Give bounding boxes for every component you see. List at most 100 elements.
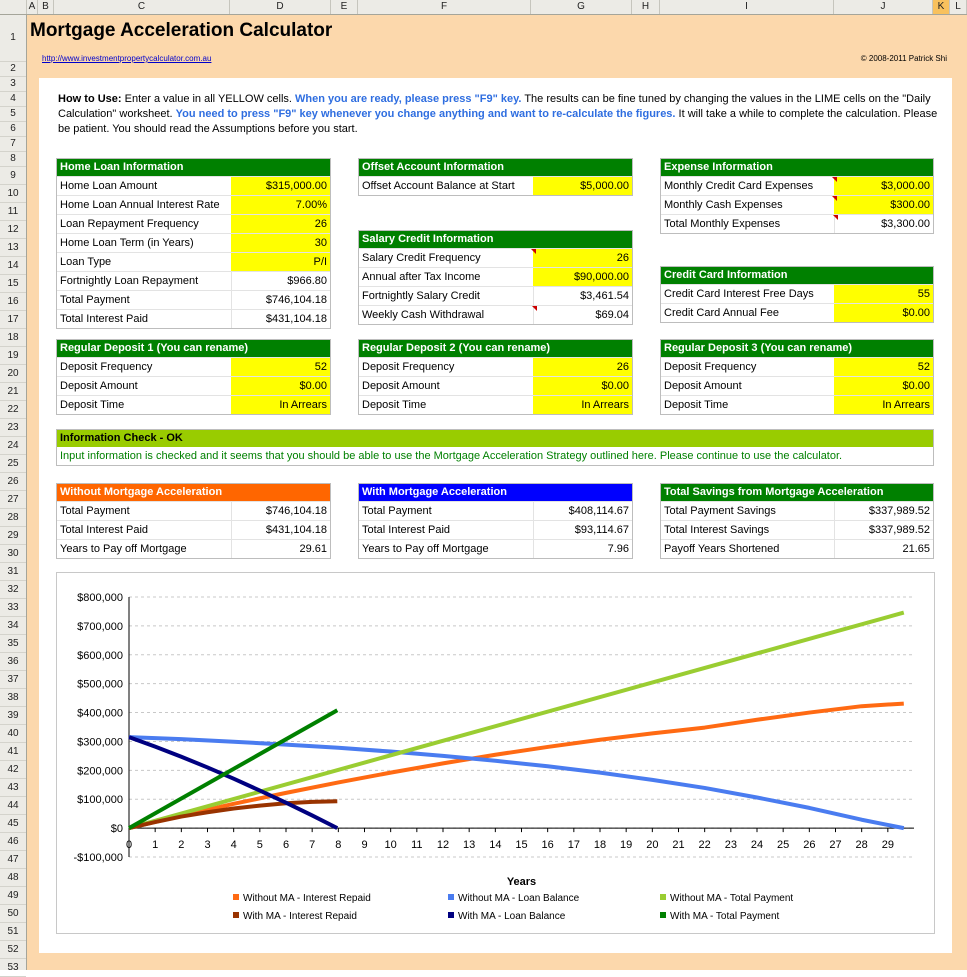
table-row: Deposit Amount $0.00 xyxy=(359,376,632,395)
table-row: Annual after Tax Income $90,000.00 xyxy=(359,267,632,286)
row-header-36[interactable]: 36 xyxy=(0,653,26,671)
deposit-3-frequency-cell[interactable]: 52 xyxy=(834,358,933,376)
offset-balance-cell[interactable]: $5,000.00 xyxy=(533,177,632,195)
row-header-53[interactable]: 53 xyxy=(0,959,26,977)
row-header-47[interactable]: 47 xyxy=(0,851,26,869)
row-header-42[interactable]: 42 xyxy=(0,761,26,779)
row-header-18[interactable]: 18 xyxy=(0,329,26,347)
deposit-3-amount-cell[interactable]: $0.00 xyxy=(834,377,933,395)
annual-fee-cell[interactable]: $0.00 xyxy=(834,304,933,322)
credit-card-expense-cell[interactable]: $3,000.00 xyxy=(832,177,933,195)
row-header-39[interactable]: 39 xyxy=(0,707,26,725)
deposit-1-frequency-cell[interactable]: 52 xyxy=(231,358,330,376)
row-header-37[interactable]: 37 xyxy=(0,671,26,689)
column-header-j[interactable]: J xyxy=(834,0,933,14)
deposit-2-frequency-cell[interactable]: 26 xyxy=(533,358,632,376)
row-header-40[interactable]: 40 xyxy=(0,725,26,743)
row-header-31[interactable]: 31 xyxy=(0,563,26,581)
row-header-5[interactable]: 5 xyxy=(0,107,26,122)
deposit-2-time-cell[interactable]: In Arrears xyxy=(533,396,632,414)
annual-income-cell[interactable]: $90,000.00 xyxy=(533,268,632,286)
x-tick-label: 15 xyxy=(515,839,527,851)
select-all-corner[interactable] xyxy=(0,0,27,14)
row-header-51[interactable]: 51 xyxy=(0,923,26,941)
row-header-14[interactable]: 14 xyxy=(0,257,26,275)
row-header-49[interactable]: 49 xyxy=(0,887,26,905)
row-value: $746,104.18 xyxy=(231,502,330,520)
table-row: Salary Credit Frequency 26 xyxy=(359,248,632,267)
row-header-41[interactable]: 41 xyxy=(0,743,26,761)
row-header-34[interactable]: 34 xyxy=(0,617,26,635)
row-header-8[interactable]: 8 xyxy=(0,152,26,167)
salary-frequency-cell[interactable]: 26 xyxy=(531,249,632,267)
how-to-label: How to Use: xyxy=(58,93,122,105)
row-header-45[interactable]: 45 xyxy=(0,815,26,833)
deposit-2-amount-cell[interactable]: $0.00 xyxy=(533,377,632,395)
column-header-d[interactable]: D xyxy=(230,0,331,14)
row-header-9[interactable]: 9 xyxy=(0,167,26,185)
row-header-23[interactable]: 23 xyxy=(0,419,26,437)
row-header-26[interactable]: 26 xyxy=(0,473,26,491)
row-header-21[interactable]: 21 xyxy=(0,383,26,401)
row-header-17[interactable]: 17 xyxy=(0,311,26,329)
row-header-24[interactable]: 24 xyxy=(0,437,26,455)
column-header-f[interactable]: F xyxy=(358,0,531,14)
loan-term-cell[interactable]: 30 xyxy=(231,234,330,252)
row-header-43[interactable]: 43 xyxy=(0,779,26,797)
column-header-b[interactable]: B xyxy=(38,0,54,14)
row-header-44[interactable]: 44 xyxy=(0,797,26,815)
table-row: Years to Pay off Mortgage 7.96 xyxy=(359,539,632,558)
row-header-19[interactable]: 19 xyxy=(0,347,26,365)
row-label: Total Interest Savings xyxy=(664,524,770,536)
column-header-g[interactable]: G xyxy=(531,0,632,14)
row-header-12[interactable]: 12 xyxy=(0,221,26,239)
column-header-h[interactable]: H xyxy=(632,0,660,14)
row-header-6[interactable]: 6 xyxy=(0,122,26,137)
x-tick-label: 18 xyxy=(594,839,606,851)
row-header-13[interactable]: 13 xyxy=(0,239,26,257)
row-header-15[interactable]: 15 xyxy=(0,275,26,293)
row-header-33[interactable]: 33 xyxy=(0,599,26,617)
column-header-l[interactable]: L xyxy=(950,0,967,14)
column-header-i[interactable]: I xyxy=(660,0,834,14)
interest-rate-cell[interactable]: 7.00% xyxy=(231,196,330,214)
repayment-frequency-cell[interactable]: 26 xyxy=(231,215,330,233)
row-header-32[interactable]: 32 xyxy=(0,581,26,599)
deposit-1-amount-cell[interactable]: $0.00 xyxy=(231,377,330,395)
row-header-10[interactable]: 10 xyxy=(0,185,26,203)
row-header-11[interactable]: 11 xyxy=(0,203,26,221)
column-header-a[interactable]: A xyxy=(27,0,38,14)
deposit-1-time-cell[interactable]: In Arrears xyxy=(231,396,330,414)
interest-free-days-cell[interactable]: 55 xyxy=(834,285,933,303)
deposit-3-time-cell[interactable]: In Arrears xyxy=(834,396,933,414)
row-header-22[interactable]: 22 xyxy=(0,401,26,419)
row-header-52[interactable]: 52 xyxy=(0,941,26,959)
row-header-29[interactable]: 29 xyxy=(0,527,26,545)
table-row: Total Interest Paid $93,114.67 xyxy=(359,520,632,539)
row-header-50[interactable]: 50 xyxy=(0,905,26,923)
column-header-e[interactable]: E xyxy=(331,0,358,14)
row-header-28[interactable]: 28 xyxy=(0,509,26,527)
cash-expense-cell[interactable]: $300.00 xyxy=(832,196,933,214)
column-header-k[interactable]: K xyxy=(933,0,950,14)
row-header-30[interactable]: 30 xyxy=(0,545,26,563)
website-link[interactable]: http://www.investmentpropertycalculator.… xyxy=(42,54,212,63)
column-header-c[interactable]: C xyxy=(54,0,230,14)
home-loan-amount-cell[interactable]: $315,000.00 xyxy=(231,177,330,195)
row-header-20[interactable]: 20 xyxy=(0,365,26,383)
row-header-4[interactable]: 4 xyxy=(0,92,26,107)
row-header-38[interactable]: 38 xyxy=(0,689,26,707)
row-header-25[interactable]: 25 xyxy=(0,455,26,473)
row-header-48[interactable]: 48 xyxy=(0,869,26,887)
row-header-16[interactable]: 16 xyxy=(0,293,26,311)
row-header-1[interactable]: 1 xyxy=(0,15,26,62)
row-header-3[interactable]: 3 xyxy=(0,77,26,92)
mortgage-chart[interactable]: -$100,000 $0 $100,000 $200,000 $300,000 $400,… xyxy=(56,572,935,934)
row-header-46[interactable]: 46 xyxy=(0,833,26,851)
row-header-35[interactable]: 35 xyxy=(0,635,26,653)
row-header-2[interactable]: 2 xyxy=(0,62,26,77)
legend-swatch xyxy=(233,894,239,900)
row-header-7[interactable]: 7 xyxy=(0,137,26,152)
row-header-27[interactable]: 27 xyxy=(0,491,26,509)
loan-type-cell[interactable]: P/I xyxy=(231,253,330,271)
